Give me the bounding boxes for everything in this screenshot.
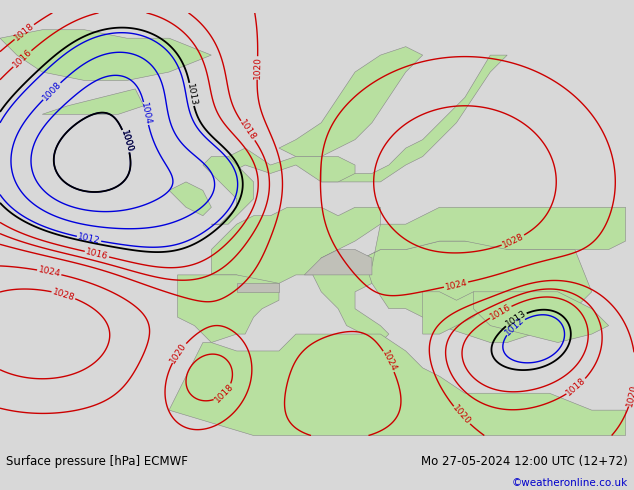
Text: 1000: 1000 — [119, 129, 134, 153]
Text: Mo 27-05-2024 12:00 UTC (12+72): Mo 27-05-2024 12:00 UTC (12+72) — [421, 455, 628, 468]
Polygon shape — [169, 182, 211, 216]
Polygon shape — [363, 207, 626, 267]
Text: 1024: 1024 — [37, 266, 61, 279]
Text: 1020: 1020 — [252, 56, 262, 79]
Polygon shape — [236, 283, 279, 292]
Polygon shape — [474, 292, 609, 343]
Polygon shape — [211, 55, 507, 182]
Polygon shape — [279, 47, 423, 156]
Text: 1020: 1020 — [451, 404, 472, 427]
Text: 1028: 1028 — [51, 287, 76, 302]
Polygon shape — [423, 292, 490, 334]
Polygon shape — [321, 156, 355, 182]
Text: 1013: 1013 — [185, 82, 198, 106]
Polygon shape — [363, 241, 592, 343]
Text: 1028: 1028 — [501, 232, 526, 249]
Polygon shape — [178, 275, 279, 343]
Polygon shape — [0, 30, 211, 80]
Text: 1024: 1024 — [444, 278, 468, 292]
Text: 1008: 1008 — [41, 80, 63, 102]
Text: 1018: 1018 — [238, 119, 258, 143]
Text: 1000: 1000 — [119, 129, 134, 153]
Polygon shape — [203, 156, 254, 224]
Text: 1020: 1020 — [169, 341, 189, 365]
Text: 1012: 1012 — [77, 232, 101, 245]
Text: 1016: 1016 — [85, 247, 109, 261]
Text: 1018: 1018 — [213, 382, 235, 405]
Text: 1013: 1013 — [503, 309, 528, 329]
Polygon shape — [211, 207, 380, 283]
Text: Surface pressure [hPa] ECMWF: Surface pressure [hPa] ECMWF — [6, 455, 188, 468]
Polygon shape — [169, 334, 626, 436]
Text: 1020: 1020 — [625, 383, 634, 407]
Text: 1018: 1018 — [565, 376, 588, 398]
Polygon shape — [42, 89, 144, 114]
Polygon shape — [313, 249, 389, 343]
Text: 1018: 1018 — [13, 21, 36, 43]
Polygon shape — [304, 249, 372, 275]
Text: 1024: 1024 — [380, 349, 398, 373]
Text: 1016: 1016 — [11, 48, 34, 70]
Text: 1016: 1016 — [488, 302, 513, 322]
Text: 1012: 1012 — [503, 316, 526, 338]
Text: 1004: 1004 — [139, 101, 153, 125]
Text: ©weatheronline.co.uk: ©weatheronline.co.uk — [512, 477, 628, 488]
